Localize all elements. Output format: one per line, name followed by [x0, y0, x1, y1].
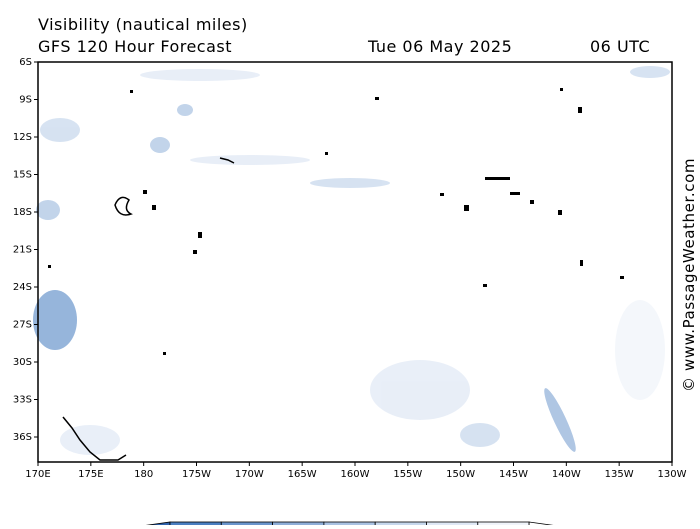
- lon-label: 140W: [552, 469, 581, 480]
- lat-label: 18S: [13, 207, 32, 218]
- lon-label: 150W: [446, 469, 475, 480]
- lon-label: 175E: [78, 469, 103, 480]
- lat-label: 21S: [13, 245, 32, 256]
- lat-label: 12S: [13, 132, 32, 143]
- islands: [48, 88, 624, 355]
- lat-label: 27S: [13, 320, 32, 331]
- lat-label: 6S: [19, 57, 32, 68]
- model: GFS 120 Hour Forecast: [38, 37, 232, 56]
- lon-label: 175W: [182, 469, 211, 480]
- lon-label: 155W: [393, 469, 422, 480]
- map-background: [38, 62, 672, 462]
- watermark: © www.PassageWeather.com: [680, 158, 698, 392]
- lon-label: 165W: [288, 469, 317, 480]
- date: Tue 06 May 2025: [367, 37, 512, 56]
- lon-label: 170W: [235, 469, 264, 480]
- lon-label: 130W: [658, 469, 687, 480]
- lon-label: 180: [134, 469, 153, 480]
- lon-label: 170E: [25, 469, 50, 480]
- lon-label: 145W: [499, 469, 528, 480]
- lat-label: 9S: [19, 95, 32, 106]
- map-area: [33, 61, 673, 463]
- lon-label: 160W: [341, 469, 370, 480]
- lat-label: 24S: [13, 282, 32, 293]
- title: Visibility (nautical miles): [38, 15, 248, 34]
- lat-label: 33S: [13, 395, 32, 406]
- lat-label: 15S: [13, 170, 32, 181]
- visibility-field: [33, 66, 670, 455]
- lon-label: 135W: [605, 469, 634, 480]
- coastlines: [62, 157, 235, 461]
- time: 06 UTC: [590, 37, 650, 56]
- lat-label: 30S: [13, 357, 32, 368]
- lat-label: 36S: [13, 432, 32, 443]
